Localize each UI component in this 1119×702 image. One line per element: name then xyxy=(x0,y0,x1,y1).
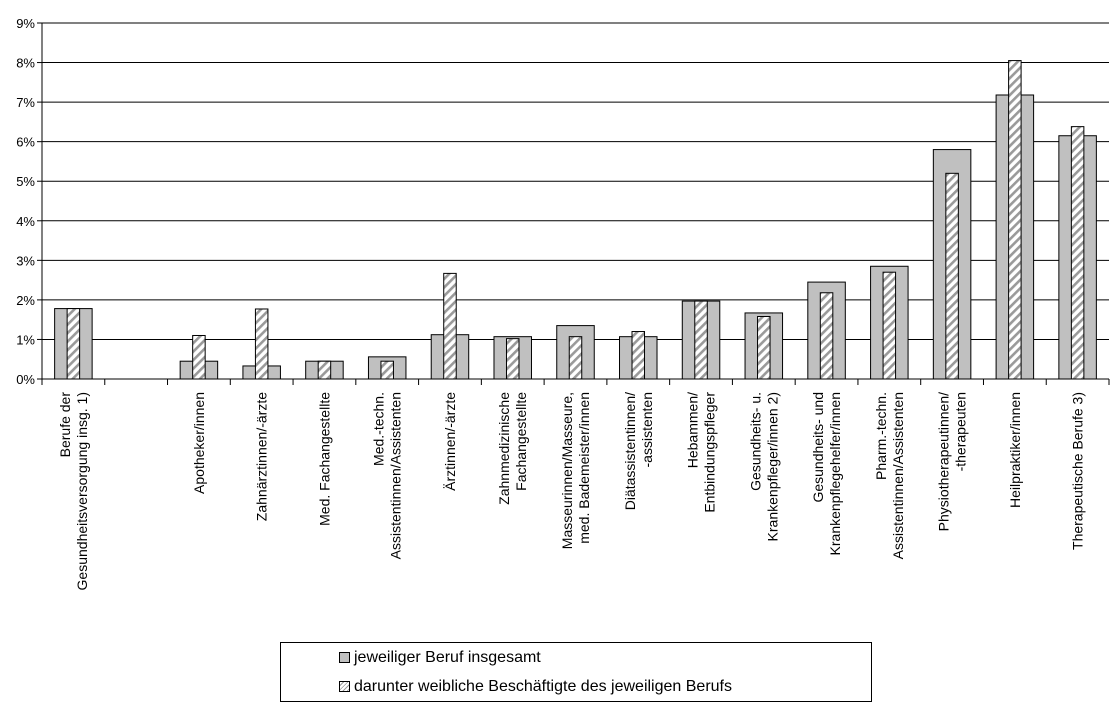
category-label-line: Apotheker/innen xyxy=(191,392,207,494)
y-tick-label: 8% xyxy=(16,56,35,71)
category-label: Gesundheits- u.Krankenpfleger/innen 2) xyxy=(747,392,780,541)
bar-female xyxy=(380,360,394,380)
category-label-line: med. Bademeister/innen xyxy=(576,392,592,544)
category-label: Heilpraktiker/innen xyxy=(1007,392,1023,508)
category-label: Pharm.-techn.Assistentinnen/Assistenten xyxy=(873,392,906,559)
category-label: Med.-techn.Assistentinnen/Assistenten xyxy=(371,392,404,559)
y-tick-label: 0% xyxy=(16,372,35,387)
bar-female xyxy=(568,336,583,380)
category-label-line: Gesundheits- und xyxy=(810,392,826,503)
category-label-line: -therapeuten xyxy=(953,392,969,471)
category-label-line: Fachangestellte xyxy=(513,392,529,491)
legend-item-total: jeweiliger Beruf insgesamt xyxy=(339,649,541,667)
category-label: Hebammen/Entbindungspfleger xyxy=(685,392,718,513)
legend-label-female: darunter weibliche Beschäftigte des jewe… xyxy=(354,678,732,695)
category-label: Zahnärztinnen/-ärzte xyxy=(254,392,270,521)
legend-swatch-total xyxy=(339,652,350,663)
bar-female xyxy=(631,331,646,380)
category-label-line: Pharm.-techn. xyxy=(873,392,889,480)
category-label-line: Entbindungspfleger xyxy=(702,392,718,513)
legend: jeweiliger Beruf insgesamt darunter weib… xyxy=(280,642,872,702)
bars xyxy=(54,60,1097,380)
legend-label-total: jeweiliger Beruf insgesamt xyxy=(354,649,541,666)
category-label-line: Zahnmedizinische xyxy=(496,392,512,505)
category-label: Physiotherapeutinnen/-therapeuten xyxy=(936,392,969,531)
category-label-line: Krankenpfleger/innen 2) xyxy=(764,392,780,541)
category-label: Gesundheits- undKrankenpflegehelfer/inne… xyxy=(810,392,843,555)
bar-female xyxy=(192,334,206,380)
axes xyxy=(41,23,1110,385)
y-tick-label: 7% xyxy=(16,95,35,110)
bar-female xyxy=(505,338,520,380)
legend-item-female: darunter weibliche Beschäftigte des jewe… xyxy=(339,678,732,696)
category-label-line: Physiotherapeutinnen/ xyxy=(936,392,952,531)
category-label-line: Heilpraktiker/innen xyxy=(1007,392,1023,508)
y-axis-tick-labels: 0% 1% 2% 3% 4% 5% 6% 7% 8% 9% xyxy=(16,16,35,387)
y-tick-label: 2% xyxy=(16,293,35,308)
category-label-line: Med.-techn. xyxy=(371,392,387,466)
category-label-line: Masseurinnen/Masseure, xyxy=(559,392,575,549)
bar-female xyxy=(317,360,332,380)
bar-female xyxy=(882,271,897,380)
category-label-line: Berufe der xyxy=(57,392,73,458)
bar-female xyxy=(1008,60,1022,380)
bar-female xyxy=(757,316,771,380)
category-label: Med. Fachangestellte xyxy=(316,392,332,526)
bar-female xyxy=(945,172,959,380)
bar-female xyxy=(66,308,81,380)
category-label-line: Med. Fachangestellte xyxy=(316,392,332,526)
category-label-line: -assistenten xyxy=(639,392,655,467)
bar-female xyxy=(819,292,834,380)
category-label-line: Hebammen/ xyxy=(685,392,701,468)
y-tick-label: 5% xyxy=(16,174,35,189)
bar-female xyxy=(694,300,708,380)
legend-swatch-female xyxy=(339,681,350,692)
category-label-line: Ärztinnen/-ärzte xyxy=(442,392,458,491)
category-label-line: Assistentinnen/Assistenten xyxy=(890,392,906,559)
category-label-line: Zahnärztinnen/-ärzte xyxy=(254,392,270,521)
category-label: Therapeutische Berufe 3) xyxy=(1070,392,1086,550)
gridlines xyxy=(37,22,1109,380)
y-tick-label: 1% xyxy=(16,332,35,347)
bar-female xyxy=(1070,126,1085,380)
bar-female xyxy=(254,308,269,380)
category-label-line: Gesundheitsversorgung insg. 1) xyxy=(74,392,90,590)
y-tick-label: 4% xyxy=(16,214,35,229)
category-label: Masseurinnen/Masseure,med. Bademeister/i… xyxy=(559,392,592,549)
category-label: ZahnmedizinischeFachangestellte xyxy=(496,392,529,505)
category-label-line: Krankenpflegehelfer/innen xyxy=(827,392,843,555)
x-axis-category-labels: Berufe derGesundheitsversorgung insg. 1)… xyxy=(57,392,1086,591)
y-tick-label: 6% xyxy=(16,135,35,150)
category-label-line: Therapeutische Berufe 3) xyxy=(1070,392,1086,550)
category-label-line: Diätassistentinnen/ xyxy=(622,392,638,510)
y-tick-label: 9% xyxy=(16,16,35,31)
category-label: Berufe derGesundheitsversorgung insg. 1) xyxy=(57,392,90,591)
category-label-line: Assistentinnen/Assistenten xyxy=(388,392,404,559)
category-label: Ärztinnen/-ärzte xyxy=(442,392,458,491)
category-label: Apotheker/innen xyxy=(191,392,207,494)
category-label-line: Gesundheits- u. xyxy=(747,392,763,491)
bar-female xyxy=(443,272,457,380)
y-tick-label: 3% xyxy=(16,253,35,268)
category-label: Diätassistentinnen/-assistenten xyxy=(622,392,655,510)
